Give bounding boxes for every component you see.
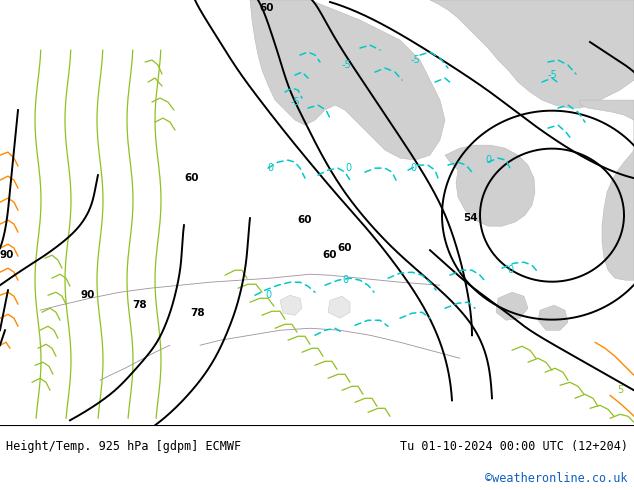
Text: -5: -5 (290, 97, 300, 107)
Text: Height/Temp. 925 hPa [gdpm] ECMWF: Height/Temp. 925 hPa [gdpm] ECMWF (6, 440, 242, 453)
Text: 60: 60 (260, 3, 275, 13)
Text: 0: 0 (507, 265, 513, 275)
Polygon shape (328, 296, 350, 318)
Text: 0: 0 (267, 163, 273, 173)
Text: 60: 60 (338, 243, 353, 253)
Text: 60: 60 (323, 250, 337, 260)
Text: 60: 60 (298, 215, 313, 225)
Polygon shape (496, 292, 528, 320)
Text: 90: 90 (81, 290, 95, 300)
Text: 0: 0 (345, 163, 351, 173)
Text: ©weatheronline.co.uk: ©weatheronline.co.uk (485, 472, 628, 485)
Polygon shape (280, 295, 302, 315)
Text: 0: 0 (265, 290, 271, 300)
Polygon shape (580, 100, 634, 280)
Text: 60: 60 (184, 173, 199, 183)
Text: 0: 0 (342, 275, 348, 285)
Text: 54: 54 (463, 213, 477, 223)
Text: -5: -5 (410, 55, 420, 65)
Polygon shape (445, 145, 535, 226)
Text: Tu 01-10-2024 00:00 UTC (12+204): Tu 01-10-2024 00:00 UTC (12+204) (399, 440, 628, 453)
Text: 78: 78 (191, 308, 205, 318)
Text: -5: -5 (341, 60, 351, 70)
Text: 5: 5 (617, 385, 623, 395)
Text: 90: 90 (0, 250, 14, 260)
Polygon shape (538, 305, 568, 330)
Polygon shape (250, 0, 445, 160)
Text: 78: 78 (133, 300, 147, 310)
Text: 0: 0 (485, 155, 491, 165)
Text: -5: -5 (547, 70, 557, 80)
Polygon shape (430, 0, 634, 108)
Text: 0: 0 (410, 163, 416, 173)
